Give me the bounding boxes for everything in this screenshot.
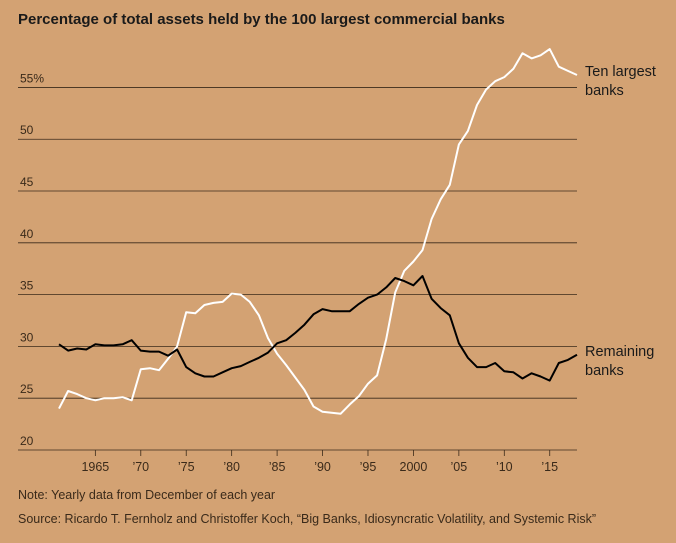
y-tick-label: 55% (20, 71, 44, 85)
x-tick-label: ’85 (269, 460, 286, 474)
line-series (58, 48, 578, 415)
x-tick-label: 2000 (400, 460, 428, 474)
chart-title: Percentage of total assets held by the 1… (18, 11, 505, 28)
source: Source: Ricardo T. Fernholz and Christof… (18, 512, 597, 526)
y-tick-label: 35 (20, 279, 34, 293)
x-tick-label: ’15 (541, 460, 558, 474)
line-series (58, 275, 578, 382)
series-label: Ten largest banks (585, 64, 656, 99)
y-tick-label: 25 (20, 382, 34, 396)
note: Note: Yearly data from December of each … (18, 488, 276, 502)
x-tick-label: 1965 (81, 460, 109, 474)
y-tick-label: 45 (20, 175, 34, 189)
y-tick-label: 40 (20, 227, 34, 241)
x-tick-label: ’70 (132, 460, 149, 474)
x-tick-label: ’10 (496, 460, 513, 474)
x-tick-label: ’90 (314, 460, 331, 474)
x-tick-label: ’80 (223, 460, 240, 474)
y-tick-label: 20 (20, 434, 34, 448)
x-tick-label: ’95 (360, 460, 377, 474)
x-tick-label: ’75 (178, 460, 195, 474)
y-tick-label: 50 (20, 123, 34, 137)
x-tick-label: ’05 (451, 460, 468, 474)
series-label: Remaining banks (585, 343, 655, 379)
y-tick-label: 30 (20, 330, 34, 344)
